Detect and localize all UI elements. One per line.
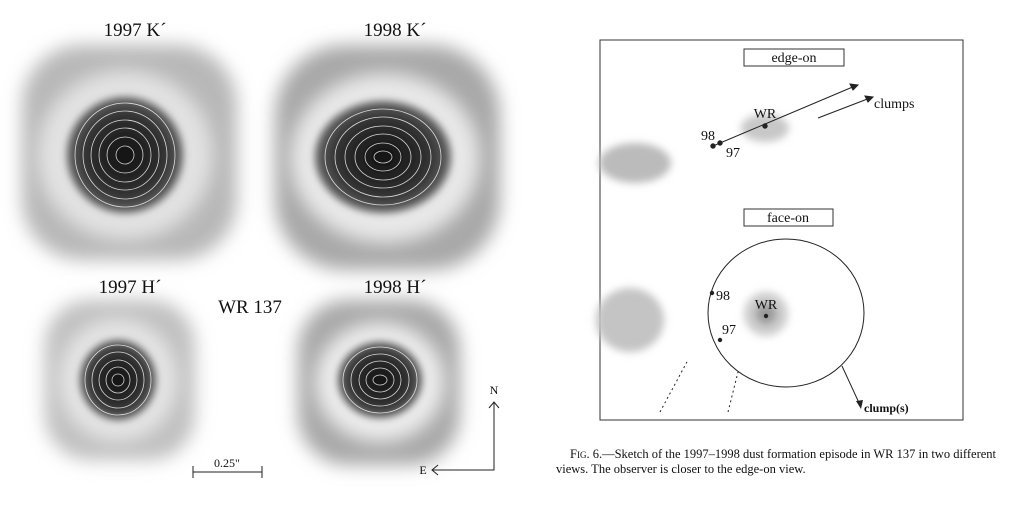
face-on-title: face-on	[767, 211, 809, 226]
star-label: WR	[755, 298, 778, 313]
scale-label: 0.25"	[214, 456, 240, 470]
object-label: WR 137	[218, 297, 282, 318]
label-box	[743, 48, 845, 67]
compass-north: N	[490, 383, 499, 397]
sketch-frame	[599, 39, 964, 421]
edge-on-geometry	[710, 83, 875, 149]
scale-bar	[192, 466, 263, 478]
arrow-label: clump(s)	[864, 401, 909, 415]
compass	[431, 401, 500, 476]
epoch-label: 97	[726, 146, 740, 161]
compass-east: E	[419, 463, 426, 477]
edge-on-title: edge-on	[771, 51, 816, 66]
caption-text: —Sketch of the 1997–1998 dust formation …	[556, 447, 997, 476]
panel-label: 1998 K´	[364, 20, 427, 41]
image-1998-k	[275, 45, 500, 270]
image-1998-h	[298, 300, 460, 465]
face-on-geometry	[659, 238, 865, 413]
image-1997-k	[22, 45, 237, 260]
epoch-label: 97	[722, 323, 736, 338]
label-box	[743, 208, 834, 227]
epoch-label: 98	[716, 289, 730, 304]
caption: Fig. 6.—Sketch of the 1997–1998 dust for…	[556, 447, 1018, 477]
epoch-label: 98	[701, 129, 715, 144]
star-label: WR	[754, 107, 777, 122]
face-on-points	[709, 290, 863, 409]
image-1997-h	[45, 300, 195, 460]
panel-label: 1997 H´	[99, 277, 162, 298]
caption-label: Fig. 6.	[570, 447, 603, 461]
panel-label: 1997 K´	[104, 20, 167, 41]
panel-label: 1998 H´	[364, 277, 427, 298]
arrow-label: clumps	[874, 97, 914, 112]
